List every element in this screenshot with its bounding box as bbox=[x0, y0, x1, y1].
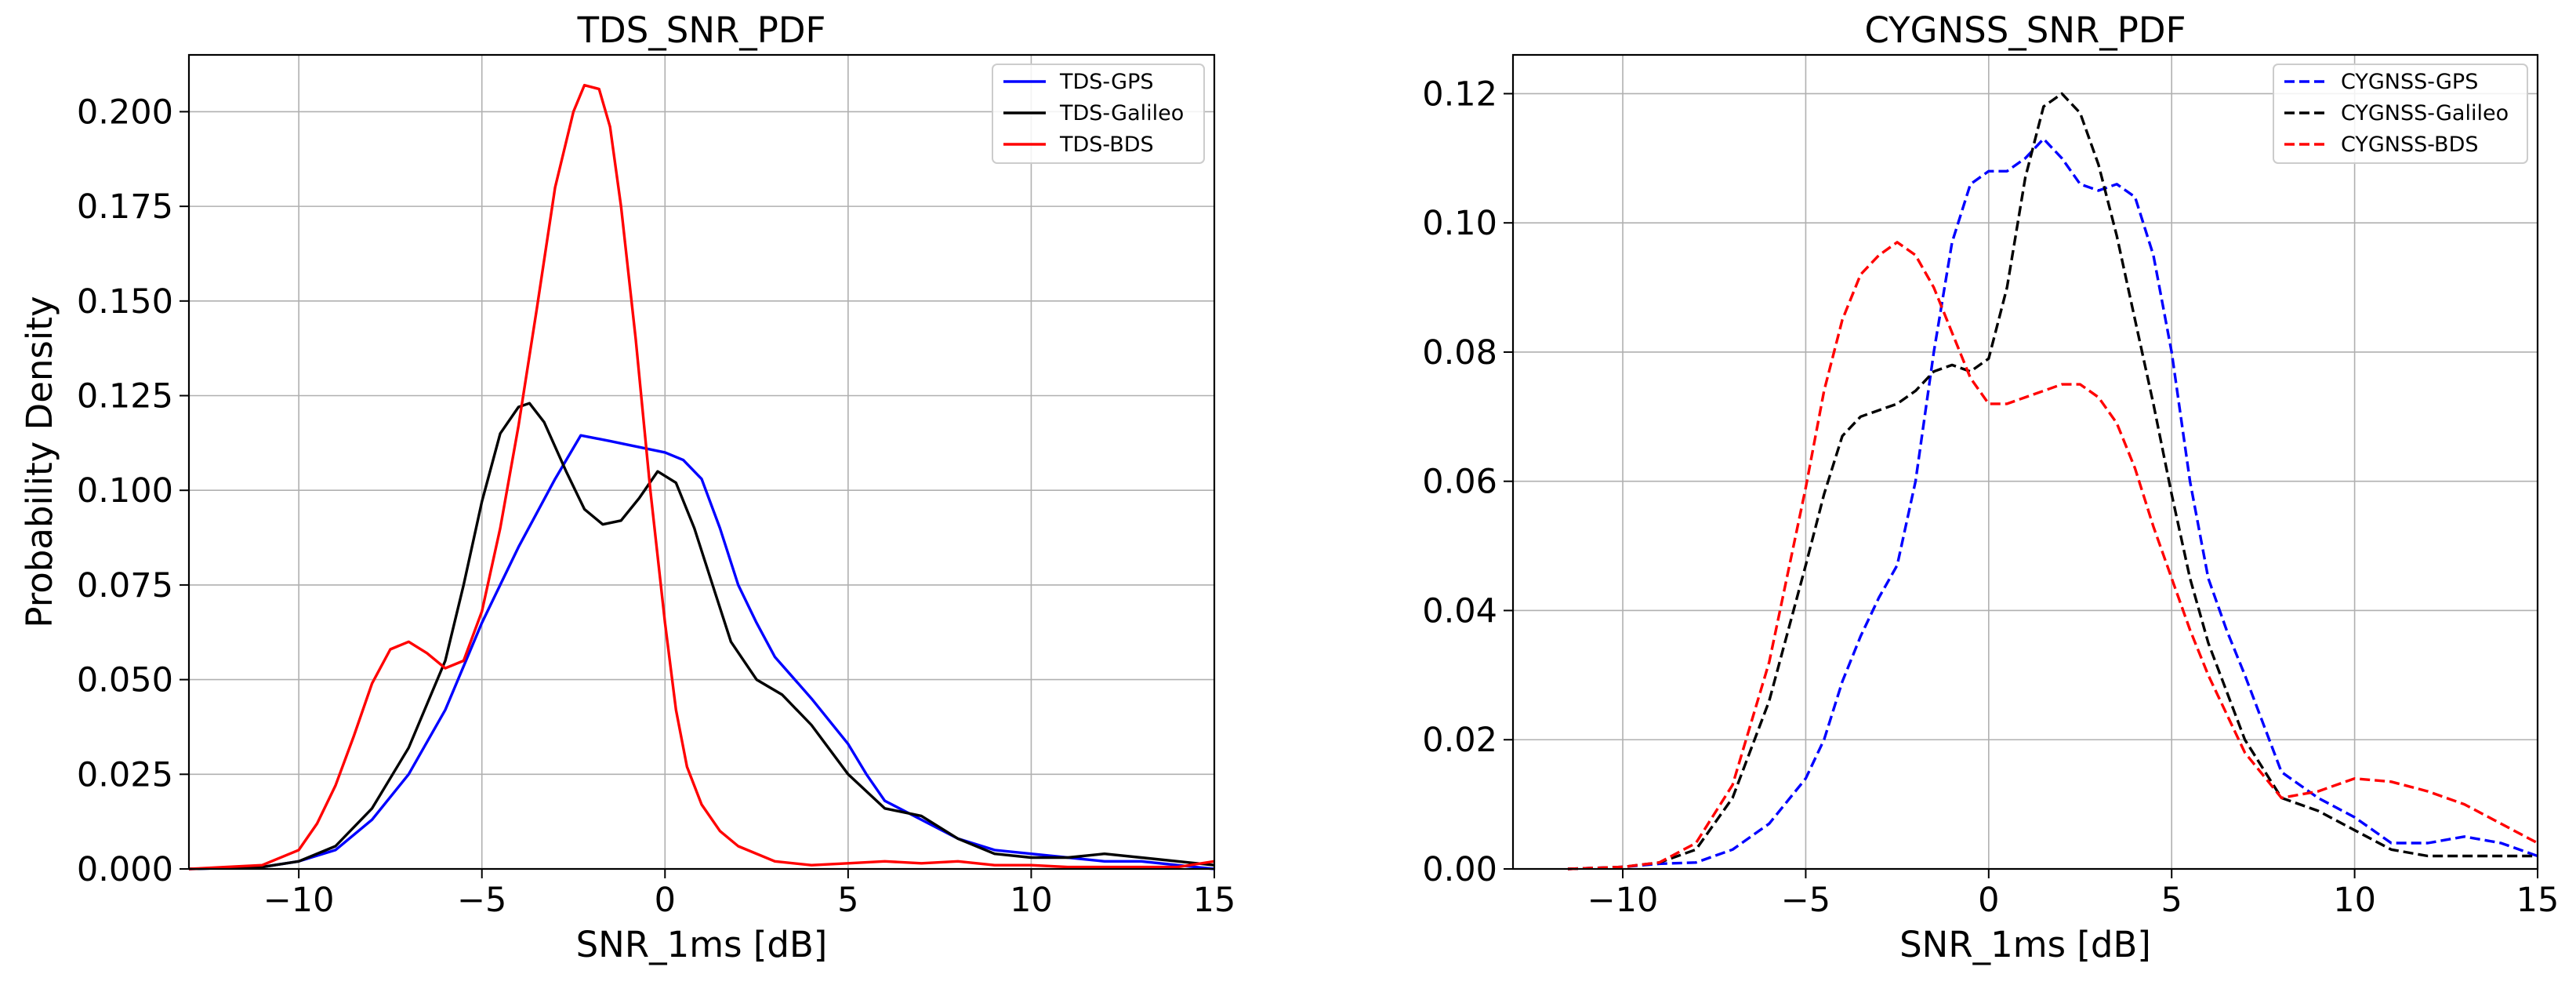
y-tick-label: 0.08 bbox=[1422, 333, 1497, 373]
chart-cygnss-snr-pdf: −10 −5 0 5 10 15 0.00 0.02 0.04 0.06 0.08 0.10 0.12 C… bbox=[1422, 9, 2559, 965]
y-tick-label: 0.050 bbox=[77, 661, 173, 700]
x-tick-label: 5 bbox=[2161, 881, 2182, 920]
legend-label-tds-galileo: TDS-Galileo bbox=[1059, 101, 1184, 125]
y-tick-label: 0.00 bbox=[1422, 850, 1497, 889]
legend-label-cygnss-gps: CYGNSS-GPS bbox=[2341, 70, 2478, 94]
y-tick-label: 0.10 bbox=[1422, 204, 1497, 243]
y-tick-label: 0.125 bbox=[77, 377, 173, 416]
y-tick-label: 0.06 bbox=[1422, 463, 1497, 502]
plot-frame bbox=[187, 53, 1216, 871]
y-tick-label: 0.025 bbox=[77, 755, 173, 794]
legend-label-cygnss-galileo: CYGNSS-Galileo bbox=[2341, 101, 2509, 125]
x-tick-label: 0 bbox=[1978, 881, 1999, 920]
x-tick-label: 0 bbox=[655, 881, 676, 920]
y-tick-label: 0.200 bbox=[77, 93, 173, 132]
x-tick-label: −10 bbox=[1587, 881, 1659, 920]
chart-title: CYGNSS_SNR_PDF bbox=[1865, 9, 2186, 51]
x-axis-label: SNR_1ms [dB] bbox=[1899, 924, 2151, 965]
y-tick-label: 0.000 bbox=[77, 850, 173, 889]
legend: CYGNSS-GPS CYGNSS-Galileo CYGNSS-BDS bbox=[2273, 64, 2528, 164]
x-tick-label: −5 bbox=[457, 881, 506, 920]
y-tick-label: 0.12 bbox=[1422, 75, 1497, 114]
x-tick-label: 10 bbox=[2333, 881, 2376, 920]
y-tick-label: 0.075 bbox=[77, 566, 173, 605]
legend-box bbox=[992, 64, 1205, 164]
series-line-cygnss-gps bbox=[1567, 137, 2538, 871]
legend-label-cygnss-bds: CYGNSS-BDS bbox=[2341, 133, 2479, 157]
x-tick-label: 15 bbox=[2516, 881, 2560, 920]
legend-label-tds-bds: TDS-BDS bbox=[1059, 133, 1154, 157]
y-tick-label: 0.175 bbox=[77, 187, 173, 227]
chart-title: TDS_SNR_PDF bbox=[577, 9, 826, 51]
legend-label-tds-gps: TDS-GPS bbox=[1059, 70, 1154, 94]
legend: TDS-GPS TDS-Galileo TDS-BDS bbox=[992, 64, 1205, 164]
x-tick-label: 15 bbox=[1193, 881, 1236, 920]
chart-tds-snr-pdf: −10 −5 0 5 10 15 0.000 0.025 0.050 0.075 0.100 0.12… bbox=[19, 9, 1235, 965]
x-tick-label: −10 bbox=[263, 881, 335, 920]
series-line-tds-gps bbox=[188, 434, 1215, 871]
x-tick-label: 10 bbox=[1010, 881, 1053, 920]
y-tick-label: 0.04 bbox=[1422, 591, 1497, 631]
plot-frame bbox=[1511, 53, 2539, 871]
series-line-cygnss-bds bbox=[1567, 241, 2538, 871]
series-line-tds-bds bbox=[188, 83, 1215, 871]
x-tick-label: 5 bbox=[837, 881, 858, 920]
y-tick-label: 0.02 bbox=[1422, 721, 1497, 760]
y-tick-label: 0.100 bbox=[77, 471, 173, 511]
x-axis-label: SNR_1ms [dB] bbox=[576, 924, 828, 965]
y-tick-label: 0.150 bbox=[77, 282, 173, 322]
series-line-tds-galileo bbox=[188, 402, 1215, 871]
y-axis-label: Probability Density bbox=[19, 296, 60, 627]
legend-box bbox=[2273, 64, 2528, 164]
x-tick-label: −5 bbox=[1781, 881, 1830, 920]
